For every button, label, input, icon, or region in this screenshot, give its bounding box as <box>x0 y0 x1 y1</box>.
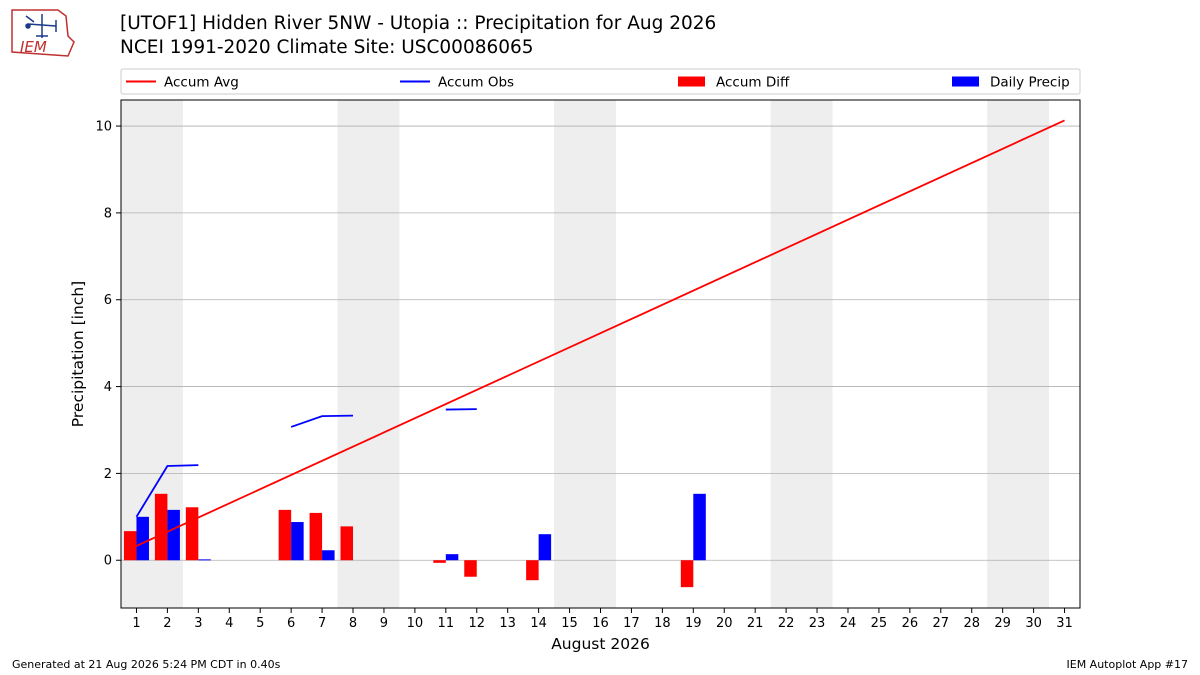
accum-diff-bar-day-14 <box>526 560 539 581</box>
weekend-band-3 <box>770 100 833 608</box>
x-tick-label-10: 10 <box>407 616 424 631</box>
x-tick-label-6: 6 <box>287 616 295 631</box>
accum-diff-bar-day-8 <box>340 526 354 561</box>
legend-label-3: Daily Precip <box>990 75 1070 91</box>
x-tick-label-23: 23 <box>809 616 826 631</box>
weekend-band-2 <box>554 100 616 608</box>
legend-swatch-2 <box>678 76 705 87</box>
app-label: IEM Autoplot App #17 <box>1066 658 1189 671</box>
accum-avg-line <box>136 119 1065 547</box>
accum-diff-bar-day-11 <box>433 560 446 563</box>
daily-precip-bar-day-14 <box>538 534 552 561</box>
legend: Accum Avg Accum Obs Accum Diff Daily Precip <box>120 68 1081 95</box>
y-tick-label-10: 10 <box>95 120 112 135</box>
x-tick-label-22: 22 <box>778 616 795 631</box>
daily-precip-bar-day-2 <box>167 509 180 561</box>
x-axis-label: August 2026 <box>551 635 650 653</box>
x-tick-label-17: 17 <box>623 616 640 631</box>
daily-precip-bar-day-11 <box>445 554 459 561</box>
x-tick-label-26: 26 <box>902 616 919 631</box>
x-tick-label-19: 19 <box>685 616 702 631</box>
chart-title: [UTOF1] Hidden River 5NW - Utopia :: Pre… <box>120 12 716 60</box>
x-tick-label-3: 3 <box>194 616 202 631</box>
accum-diff-bar-day-7 <box>309 512 323 561</box>
x-tick-label-28: 28 <box>963 616 980 631</box>
chart-title-line2: NCEI 1991-2020 Climate Site: USC00086065 <box>120 37 534 58</box>
generated-timestamp: Generated at 21 Aug 2026 5:24 PM CDT in … <box>12 658 281 671</box>
x-tick-label-8: 8 <box>349 616 357 631</box>
daily-precip-bar-day-1 <box>136 516 149 561</box>
weather-station-icon <box>25 14 57 38</box>
x-tick-label-14: 14 <box>530 616 547 631</box>
daily-precip-bar-day-3 <box>198 559 211 561</box>
accum-diff-bar-day-3 <box>185 507 199 561</box>
x-tick-label-24: 24 <box>840 616 857 631</box>
weekend-band-1 <box>337 100 400 608</box>
daily-precip-bar-day-7 <box>322 550 335 561</box>
accum-obs-line-1 <box>290 414 354 428</box>
x-tick-label-4: 4 <box>225 616 233 631</box>
x-tick-label-15: 15 <box>561 616 578 631</box>
plot-frame <box>120 99 1081 609</box>
legend-swatch-3 <box>952 76 979 87</box>
x-tick-label-30: 30 <box>1025 616 1042 631</box>
daily-precip-bar-day-19 <box>693 493 706 561</box>
accum-obs-line-0 <box>135 464 199 518</box>
x-tick-label-31: 31 <box>1056 616 1073 631</box>
x-tick-label-27: 27 <box>933 616 950 631</box>
x-tick-label-16: 16 <box>592 616 609 631</box>
x-tick-label-13: 13 <box>499 616 516 631</box>
accum-diff-bar-day-19 <box>680 560 694 588</box>
y-tick-label-2: 2 <box>104 467 112 482</box>
legend-label-2: Accum Diff <box>716 75 790 91</box>
logo-text: IEM <box>20 38 47 56</box>
accum-diff-bar-day-2 <box>154 493 168 561</box>
legend-label-0: Accum Avg <box>164 75 239 91</box>
legend-box <box>120 68 1081 95</box>
y-tick-label-8: 8 <box>104 206 112 221</box>
iem-logo: IEM <box>11 9 75 57</box>
x-tick-label-29: 29 <box>994 616 1011 631</box>
x-tick-label-12: 12 <box>468 616 485 631</box>
y-tick-label-0: 0 <box>104 554 112 569</box>
y-tick-label-4: 4 <box>104 380 112 395</box>
y-axis-label: Precipitation [inch] <box>69 281 87 427</box>
weekend-band-4 <box>987 100 1050 608</box>
daily-precip-bar-day-6 <box>291 522 304 561</box>
x-tick-label-7: 7 <box>318 616 326 631</box>
x-tick-label-20: 20 <box>716 616 733 631</box>
chart-title-line1: [UTOF1] Hidden River 5NW - Utopia :: Pre… <box>120 13 717 34</box>
x-tick-label-1: 1 <box>132 616 140 631</box>
accum-diff-bar-day-1 <box>123 531 137 561</box>
accum-diff-bar-day-12 <box>464 560 477 577</box>
y-tick-label-6: 6 <box>104 293 112 308</box>
x-tick-label-21: 21 <box>747 616 764 631</box>
x-tick-label-25: 25 <box>871 616 888 631</box>
legend-label-1: Accum Obs <box>438 75 514 91</box>
accum-diff-bar-day-6 <box>278 509 292 561</box>
x-tick-label-18: 18 <box>654 616 671 631</box>
x-tick-label-11: 11 <box>438 616 455 631</box>
x-tick-label-5: 5 <box>256 616 264 631</box>
x-tick-label-2: 2 <box>163 616 171 631</box>
x-tick-label-9: 9 <box>380 616 388 631</box>
